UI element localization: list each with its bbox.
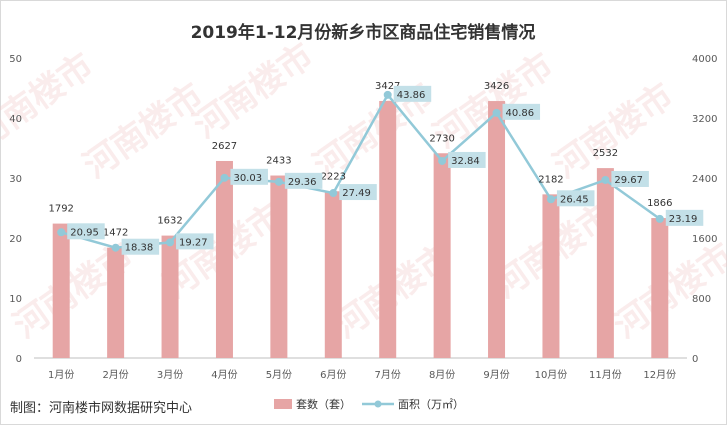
y-left-tick-label: 10	[9, 294, 22, 305]
legend: 套数（套） 面积（万㎡）	[274, 398, 464, 411]
y-right-tick-label: 800	[692, 294, 711, 305]
bar-value-label: 2433	[266, 156, 291, 167]
line-value-label: 43.86	[397, 90, 426, 101]
bar-value-label: 1792	[48, 204, 73, 215]
line-value-box	[611, 170, 649, 187]
line-point	[383, 90, 392, 99]
bar	[651, 218, 669, 358]
chart-title: 2019年1-12月份新乡市区商品住宅销售情况	[191, 22, 536, 43]
data-labels: 1792 1472 1632 2627 2433 2223 3427 2730 3426 2182…	[48, 81, 704, 255]
bar	[107, 247, 125, 358]
x-tick-label: 7月份	[375, 369, 401, 381]
line-value-box	[121, 238, 160, 255]
x-tick-label: 1月份	[48, 369, 74, 381]
line-value-label: 23.19	[669, 214, 698, 225]
bar	[270, 175, 288, 358]
line-value-label: 27.49	[342, 188, 371, 199]
bar-value-label: 3426	[484, 81, 509, 92]
bar-value-label: 2223	[321, 171, 346, 182]
bar	[433, 153, 451, 358]
x-tick-label: 10月份	[535, 369, 568, 381]
x-tick-label: 3月份	[157, 369, 183, 381]
line-point	[438, 156, 447, 165]
bar-value-label: 1632	[157, 216, 182, 227]
line-value-label: 18.38	[125, 243, 154, 254]
line-value-box	[556, 190, 595, 207]
axes: 0 10 20 30 40 50 0 800 1600 2400 3200 4000 1月份 2月份 3月份…	[9, 54, 717, 381]
x-tick-label: 12月份	[643, 369, 676, 381]
y-right-tick-label: 2400	[692, 174, 717, 185]
bar	[542, 194, 560, 358]
bar	[379, 100, 397, 358]
line-value-box	[665, 209, 704, 226]
line-value-box	[67, 223, 105, 240]
line-point	[655, 214, 664, 223]
line-point	[220, 173, 229, 182]
line-point	[111, 243, 120, 252]
bar	[52, 223, 70, 358]
y-left-tick-label: 50	[9, 54, 22, 65]
x-tick-label: 11月份	[589, 369, 622, 381]
bar	[161, 235, 179, 358]
line-value-label: 40.86	[506, 108, 535, 119]
line-value-box	[176, 233, 214, 250]
line-value-label: 30.03	[233, 173, 262, 184]
line-value-box	[393, 85, 432, 102]
line-value-label: 26.45	[560, 194, 589, 205]
x-tick-label: 8月份	[429, 369, 455, 381]
line-value-box	[448, 151, 486, 168]
legend-swatch-bar	[274, 399, 292, 409]
line-value-label: 29.67	[614, 175, 643, 186]
x-tick-label: 2月份	[102, 369, 128, 381]
x-tick-label: 4月份	[211, 369, 237, 381]
line-value-box	[230, 168, 268, 185]
line-point	[492, 108, 501, 117]
y-left-tick-label: 40	[9, 114, 22, 125]
line-value-label: 32.84	[451, 156, 480, 167]
x-tick-label: 5月份	[266, 369, 292, 381]
bar	[488, 101, 506, 359]
y-right-tick-label: 1600	[692, 234, 717, 245]
line-value-label: 19.27	[179, 237, 208, 248]
line-point	[329, 189, 338, 198]
legend-label-bar: 套数（套）	[296, 398, 351, 411]
bar-value-label: 2532	[593, 148, 618, 159]
y-left-tick-label: 0	[16, 354, 22, 365]
line-point	[601, 175, 610, 184]
line-value-label: 29.36	[288, 177, 317, 188]
bar	[596, 168, 614, 358]
y-right-tick-label: 4000	[692, 54, 717, 65]
legend-label-line: 面积（万㎡）	[398, 398, 464, 411]
line-point	[274, 177, 283, 186]
bar-value-label: 1472	[103, 228, 128, 239]
line-value-label: 20.95	[70, 227, 99, 238]
line-value-box	[339, 184, 377, 201]
bar	[324, 191, 342, 358]
line-value-box	[502, 103, 541, 120]
bar-value-label: 2730	[429, 133, 454, 144]
line-point	[57, 228, 66, 237]
y-right-tick-label: 0	[692, 354, 698, 365]
y-right-tick-label: 3200	[692, 114, 717, 125]
bar-value-label: 2627	[212, 141, 237, 152]
line-point	[166, 238, 175, 247]
source-credit: 制图：河南楼市网数据研究中心	[10, 400, 192, 416]
bar-value-label: 2182	[538, 174, 563, 185]
bar-value-label: 3427	[375, 81, 400, 92]
bar-value-label: 1866	[647, 198, 672, 209]
line-value-box	[284, 172, 323, 189]
line-point	[546, 195, 555, 204]
bar	[215, 160, 233, 358]
legend-marker	[374, 400, 382, 408]
y-left-tick-label: 20	[9, 234, 22, 245]
x-tick-label: 9月份	[483, 369, 509, 381]
x-tick-label: 6月份	[320, 369, 346, 381]
bar-series	[52, 100, 669, 359]
y-left-tick-label: 30	[9, 174, 22, 185]
